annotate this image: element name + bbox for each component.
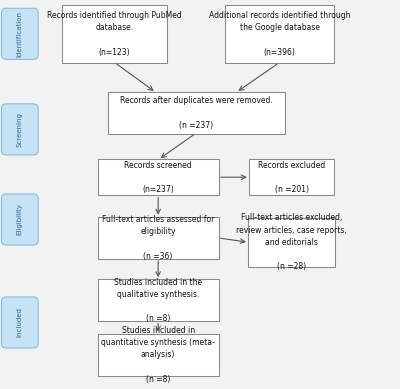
FancyBboxPatch shape: [2, 297, 38, 348]
Text: Included: Included: [17, 308, 23, 337]
Text: Full-text articles assessed for
eligibility

(n =36): Full-text articles assessed for eligibil…: [102, 215, 214, 261]
FancyBboxPatch shape: [2, 194, 38, 245]
Text: Full-text articles excluded,
review articles, case reports,
and editorials

(n =: Full-text articles excluded, review arti…: [236, 214, 347, 271]
FancyBboxPatch shape: [98, 217, 219, 259]
Text: Identification: Identification: [17, 11, 23, 57]
FancyBboxPatch shape: [225, 5, 334, 63]
FancyBboxPatch shape: [2, 104, 38, 155]
Text: Records identified through PubMed
database.

(n=123): Records identified through PubMed databa…: [47, 11, 182, 56]
Text: Studies included in the
qualitative synthesis.

(n =8): Studies included in the qualitative synt…: [114, 278, 202, 323]
Text: Studies included in
quantitative synthesis (meta-
analysis)

(n =8): Studies included in quantitative synthes…: [101, 326, 215, 384]
FancyBboxPatch shape: [98, 334, 219, 376]
Text: Records excluded

(n =201): Records excluded (n =201): [258, 161, 325, 194]
Text: Records after duplicates were removed.

(n =237): Records after duplicates were removed. (…: [120, 96, 272, 130]
Text: Eligibility: Eligibility: [17, 203, 23, 235]
Text: Records screened

(n=237): Records screened (n=237): [124, 161, 192, 194]
FancyBboxPatch shape: [108, 92, 284, 134]
FancyBboxPatch shape: [98, 279, 219, 321]
FancyBboxPatch shape: [62, 5, 167, 63]
FancyBboxPatch shape: [98, 159, 219, 195]
Text: Screening: Screening: [17, 112, 23, 147]
FancyBboxPatch shape: [249, 159, 334, 195]
Text: Additional records identified through
the Google database

(n=396): Additional records identified through th…: [209, 11, 350, 56]
FancyBboxPatch shape: [248, 218, 335, 267]
FancyBboxPatch shape: [2, 8, 38, 60]
